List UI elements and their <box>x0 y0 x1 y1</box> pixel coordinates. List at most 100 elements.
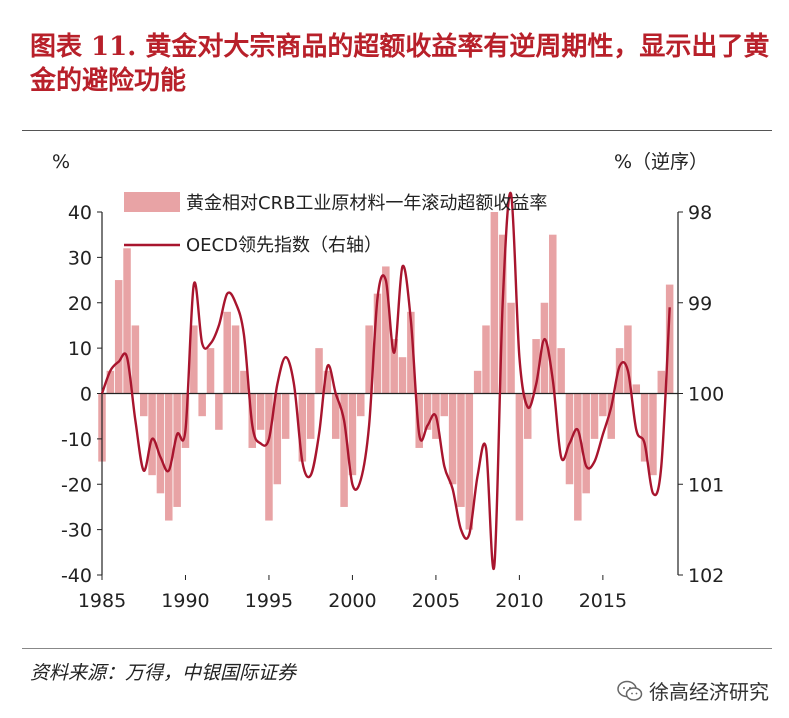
bar <box>440 393 449 417</box>
left-tick-label: 20 <box>68 293 92 315</box>
bar <box>557 348 565 394</box>
bar <box>365 325 373 394</box>
x-tick-label: 2005 <box>412 590 460 612</box>
x-tick-label: 2015 <box>579 590 627 612</box>
right-tick-label: 98 <box>688 202 712 224</box>
right-axis-unit: %（逆序） <box>614 151 708 173</box>
bar <box>315 348 323 394</box>
line-series <box>100 191 671 571</box>
bar <box>657 370 666 394</box>
bar <box>340 393 348 507</box>
bar <box>607 393 615 439</box>
x-tick-label: 1990 <box>161 590 209 612</box>
axes: -40 -30 -20 -10 0 10 20 30 40 98 99 100 101 102 1985 19… <box>61 202 724 612</box>
bar <box>114 280 123 394</box>
bar <box>482 325 490 394</box>
bar <box>206 348 215 394</box>
bar <box>131 325 140 394</box>
chart: % %（逆序） -40 -30 -20 -10 0 10 20 30 40 98 99 100 101 1… <box>52 151 724 612</box>
bar <box>265 393 273 521</box>
bar <box>123 248 131 394</box>
bar <box>148 393 156 476</box>
bottom-rule <box>22 648 772 649</box>
x-tick-label: 2000 <box>328 590 376 612</box>
bar <box>306 393 315 439</box>
bar <box>574 393 582 521</box>
bar <box>624 325 632 394</box>
bar <box>523 393 532 439</box>
bar <box>165 393 173 521</box>
legend-bar-label: 黄金相对CRB工业原材料一年滚动超额收益率 <box>186 193 547 214</box>
right-tick-label: 99 <box>688 293 712 315</box>
bar <box>507 302 515 394</box>
bar <box>198 393 206 417</box>
bar <box>423 393 432 430</box>
right-tick-label: 102 <box>688 565 724 587</box>
bar-series <box>98 212 674 530</box>
bar <box>665 284 674 394</box>
bar <box>465 393 474 530</box>
left-axis-unit: % <box>52 151 70 173</box>
bar <box>348 393 357 476</box>
left-tick-label: 0 <box>80 384 92 406</box>
bar <box>298 393 307 462</box>
bar <box>615 348 624 394</box>
wechat-icon <box>617 680 643 701</box>
bar <box>599 393 607 417</box>
bar <box>540 302 549 394</box>
bar <box>273 393 282 485</box>
bar <box>590 393 599 439</box>
bar <box>357 393 365 417</box>
bar <box>256 393 265 430</box>
x-tick-label: 2010 <box>495 590 543 612</box>
oecd-line <box>100 191 671 571</box>
bar <box>473 370 482 394</box>
left-tick-label: -30 <box>61 520 92 542</box>
bar <box>190 325 198 394</box>
bar <box>549 234 557 394</box>
right-tick-label: 101 <box>688 474 724 496</box>
bar <box>323 370 332 394</box>
legend-line-label: OECD领先指数（右轴） <box>186 235 382 256</box>
left-tick-label: -20 <box>61 474 92 496</box>
bar <box>448 393 457 485</box>
bar <box>532 339 540 394</box>
bar <box>415 393 423 448</box>
watermark: 徐高经济研究 <box>617 676 769 705</box>
bar <box>331 393 340 439</box>
page-title: 图表 11. 黄金对大宗商品的超额收益率有逆周期性，显示出了黄金的避险功能 <box>30 32 770 96</box>
bar <box>565 393 574 485</box>
x-tick-label: 1985 <box>78 590 126 612</box>
bar <box>240 370 248 394</box>
bar <box>398 357 407 394</box>
legend: 黄金相对CRB工业原材料一年滚动超额收益率 OECD领先指数（右轴） <box>124 192 547 256</box>
left-tick-label: 40 <box>68 202 92 224</box>
bar <box>457 393 465 507</box>
left-tick-label: 30 <box>68 247 92 269</box>
bar <box>215 393 223 430</box>
left-tick-label: 10 <box>68 338 92 360</box>
bar <box>382 266 390 394</box>
left-tick-label: -40 <box>61 565 92 587</box>
bar <box>582 393 590 494</box>
x-tick-label: 1995 <box>245 590 293 612</box>
left-tick-label: -10 <box>61 429 92 451</box>
bar <box>231 325 240 394</box>
top-rule <box>22 130 772 131</box>
bar <box>515 393 524 521</box>
bar <box>139 393 148 417</box>
bar <box>173 393 181 507</box>
bar <box>281 393 290 439</box>
watermark-text: 徐高经济研究 <box>649 680 769 704</box>
right-tick-label: 100 <box>688 384 724 406</box>
bar <box>490 212 499 394</box>
legend-bar-swatch <box>124 192 180 212</box>
bar <box>390 339 398 394</box>
bar <box>223 311 231 394</box>
bar <box>407 311 415 394</box>
bar <box>640 393 649 462</box>
bar <box>156 393 165 494</box>
bar <box>649 393 657 476</box>
bar <box>106 370 115 394</box>
bar <box>373 293 382 394</box>
